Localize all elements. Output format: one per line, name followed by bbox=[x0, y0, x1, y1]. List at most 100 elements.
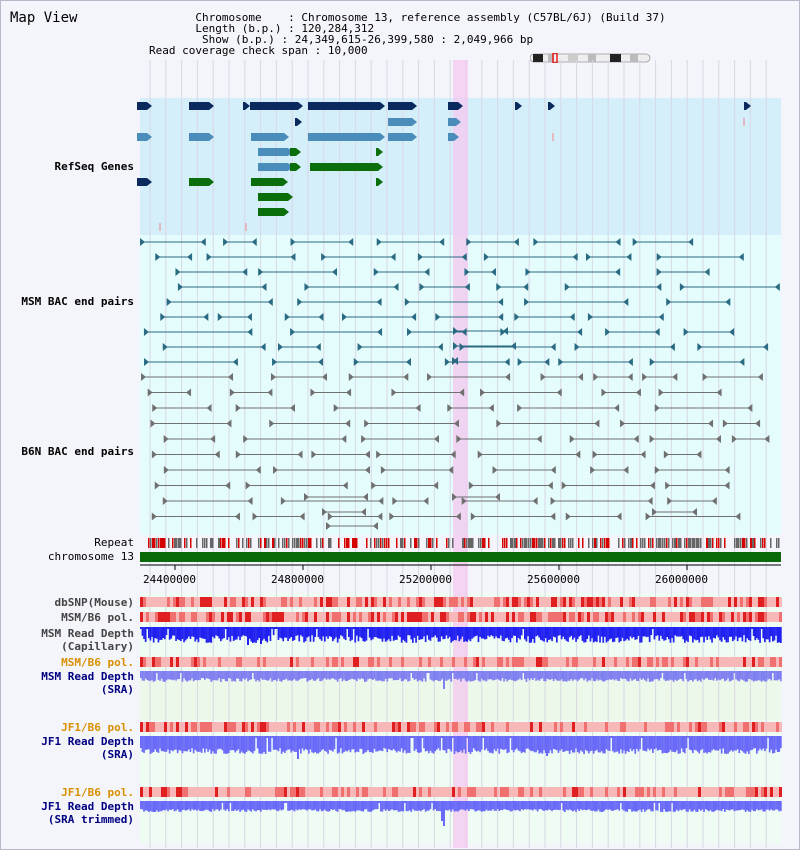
jf1-depth-sra-bar bbox=[368, 736, 371, 753]
msm-depth-capillary-bar bbox=[212, 627, 214, 637]
msm-depth-sra-bar bbox=[744, 671, 747, 682]
dbsnp-cell bbox=[239, 597, 242, 607]
refseq-genes-label[interactable]: RefSeq Genes bbox=[54, 160, 134, 173]
jf1-b6-pol-label[interactable]: JF1/B6 pol. bbox=[61, 721, 134, 734]
dbsnp-cell bbox=[626, 597, 629, 607]
bac-end-marker bbox=[572, 253, 578, 261]
msm-depth-capillary-bar bbox=[637, 627, 640, 636]
msm-bac-label[interactable]: MSM BAC end pairs bbox=[21, 295, 134, 308]
jf1-depth-sra-bar bbox=[685, 736, 688, 749]
jf1-depth-trim-bar bbox=[589, 801, 592, 811]
msm-depth-capillary-bar bbox=[288, 627, 291, 639]
msm-b6-pol-cell bbox=[470, 612, 473, 622]
msm-depth-capillary-bar bbox=[581, 627, 584, 641]
dbsnp-cell bbox=[653, 597, 656, 607]
repeat-element bbox=[418, 538, 420, 548]
jf1-b6-pol-cell bbox=[401, 722, 404, 732]
repeat-element bbox=[278, 538, 280, 548]
msm-b6-pol-cell bbox=[758, 612, 761, 622]
msm-b6-pol-cell bbox=[521, 612, 524, 622]
msm-b6-pol-sra-label[interactable]: MSM/B6 pol. bbox=[61, 656, 134, 669]
jf1-depth-trim-bar bbox=[647, 801, 649, 810]
jf1-b6-pol-trim-cell bbox=[665, 787, 668, 797]
msm-b6-pol-sra-cell bbox=[683, 657, 686, 667]
msm-b6-pol-label[interactable]: MSM/B6 pol. bbox=[61, 611, 134, 624]
msm-depth-sra-bar bbox=[757, 671, 760, 681]
jf1-depth-sra-bar bbox=[352, 736, 355, 750]
gene-strand-arrow bbox=[209, 178, 214, 186]
chromosome-ideogram[interactable] bbox=[530, 53, 652, 63]
msm-depth-capillary-bar bbox=[450, 627, 453, 643]
jf1-b6-pol-cell bbox=[203, 722, 206, 732]
bac-end-marker bbox=[427, 373, 433, 381]
msm-depth-sra-bar bbox=[402, 671, 405, 681]
msm-b6-pol-sra-cell bbox=[365, 657, 368, 667]
msm-depth-capillary-bar bbox=[695, 627, 697, 641]
gene-strand-arrow bbox=[517, 102, 522, 110]
refseq-gene bbox=[310, 163, 378, 171]
dbsnp-cell bbox=[167, 597, 170, 607]
jf1-depth-trim-bar bbox=[218, 801, 221, 811]
jf1-depth-sra-bar bbox=[381, 736, 384, 752]
jf1-depth-trim-bar bbox=[538, 801, 541, 810]
b6n-bac-label[interactable]: B6N BAC end pairs bbox=[21, 445, 134, 458]
jf1-depth-trim-bar bbox=[176, 801, 179, 810]
dbsnp-cell bbox=[548, 597, 551, 607]
jf1-depth-trim-bar bbox=[682, 801, 685, 810]
msm-b6-pol-cell bbox=[455, 612, 458, 622]
msm-depth-capillary-label[interactable]: MSM Read Depth (Capillary) bbox=[41, 627, 134, 653]
jf1-depth-sra-bar bbox=[535, 736, 537, 753]
dbsnp-cell bbox=[554, 597, 557, 607]
msm-depth-sra-bar bbox=[384, 671, 387, 679]
jf1-depth-trim-bar bbox=[640, 801, 643, 812]
jf1-b6-pol-cell bbox=[695, 722, 698, 732]
coverage-value: 10,000 bbox=[327, 44, 368, 57]
repeat-element bbox=[536, 538, 538, 548]
dbsnp-cell bbox=[689, 597, 692, 607]
jf1-depth-sra-bar bbox=[775, 736, 777, 750]
dbsnp-cell bbox=[599, 597, 602, 607]
msm-depth-sra-bar bbox=[701, 671, 704, 679]
msm-depth-sra-bar bbox=[268, 671, 270, 681]
jf1-depth-trim-label[interactable]: JF1 Read Depth (SRA trimmed) bbox=[41, 800, 134, 826]
msm-depth-sra-bar bbox=[684, 671, 686, 673]
msm-depth-sra-bar bbox=[188, 671, 190, 681]
msm-b6-pol-sra-cell bbox=[248, 657, 251, 667]
msm-depth-sra-bar bbox=[282, 671, 285, 680]
jf1-depth-sra-bar bbox=[757, 736, 760, 751]
msm-depth-capillary-bar bbox=[469, 627, 472, 642]
msm-b6-pol-cell bbox=[746, 612, 749, 622]
msm-depth-sra-bar bbox=[264, 671, 267, 680]
jf1-b6-pol-trim-cell bbox=[551, 787, 554, 797]
jf1-b6-pol-trim-cell bbox=[641, 787, 644, 797]
msm-depth-sra-bar bbox=[346, 671, 349, 682]
msm-depth-sra-bar bbox=[562, 671, 565, 682]
msm-depth-capillary-bar bbox=[736, 627, 739, 642]
jf1-depth-trim-bar bbox=[482, 801, 485, 812]
dbsnp-label[interactable]: dbSNP(Mouse) bbox=[54, 596, 134, 609]
bac-end-marker bbox=[377, 328, 383, 336]
msm-depth-capillary-bar bbox=[740, 627, 742, 638]
jf1-b6-pol-cell bbox=[653, 722, 656, 732]
msm-depth-sra-bar bbox=[418, 671, 421, 681]
jf1-depth-sra-label[interactable]: JF1 Read Depth (SRA) bbox=[41, 735, 134, 761]
msm-depth-sra-bar bbox=[767, 671, 769, 680]
msm-b6-pol-sra-cell bbox=[626, 657, 629, 667]
jf1-b6-pol-cell bbox=[182, 722, 185, 732]
jf1-b6-pol-trim-cell bbox=[425, 787, 428, 797]
jf1-b6-pol-cell bbox=[701, 722, 704, 732]
jf1-depth-trim-bar bbox=[602, 801, 605, 812]
jf1-b6-pol-cell bbox=[242, 722, 245, 732]
msm-depth-sra-label[interactable]: MSM Read Depth (SRA) bbox=[41, 670, 134, 696]
jf1-depth-trim-bar bbox=[696, 801, 699, 812]
jf1-b6-pol-trim-cell bbox=[173, 787, 176, 797]
jf1-b6-pol-cell bbox=[623, 722, 626, 732]
msm-depth-sra-bar bbox=[533, 671, 536, 679]
bac-end-marker bbox=[640, 450, 646, 459]
jf1-b6-pol-trim-label[interactable]: JF1/B6 pol. bbox=[61, 786, 134, 799]
bac-end-marker bbox=[280, 497, 286, 505]
bac-end-marker bbox=[373, 522, 378, 530]
msm-b6-pol-cell bbox=[446, 612, 449, 622]
msm-depth-capillary-bar bbox=[191, 627, 193, 637]
